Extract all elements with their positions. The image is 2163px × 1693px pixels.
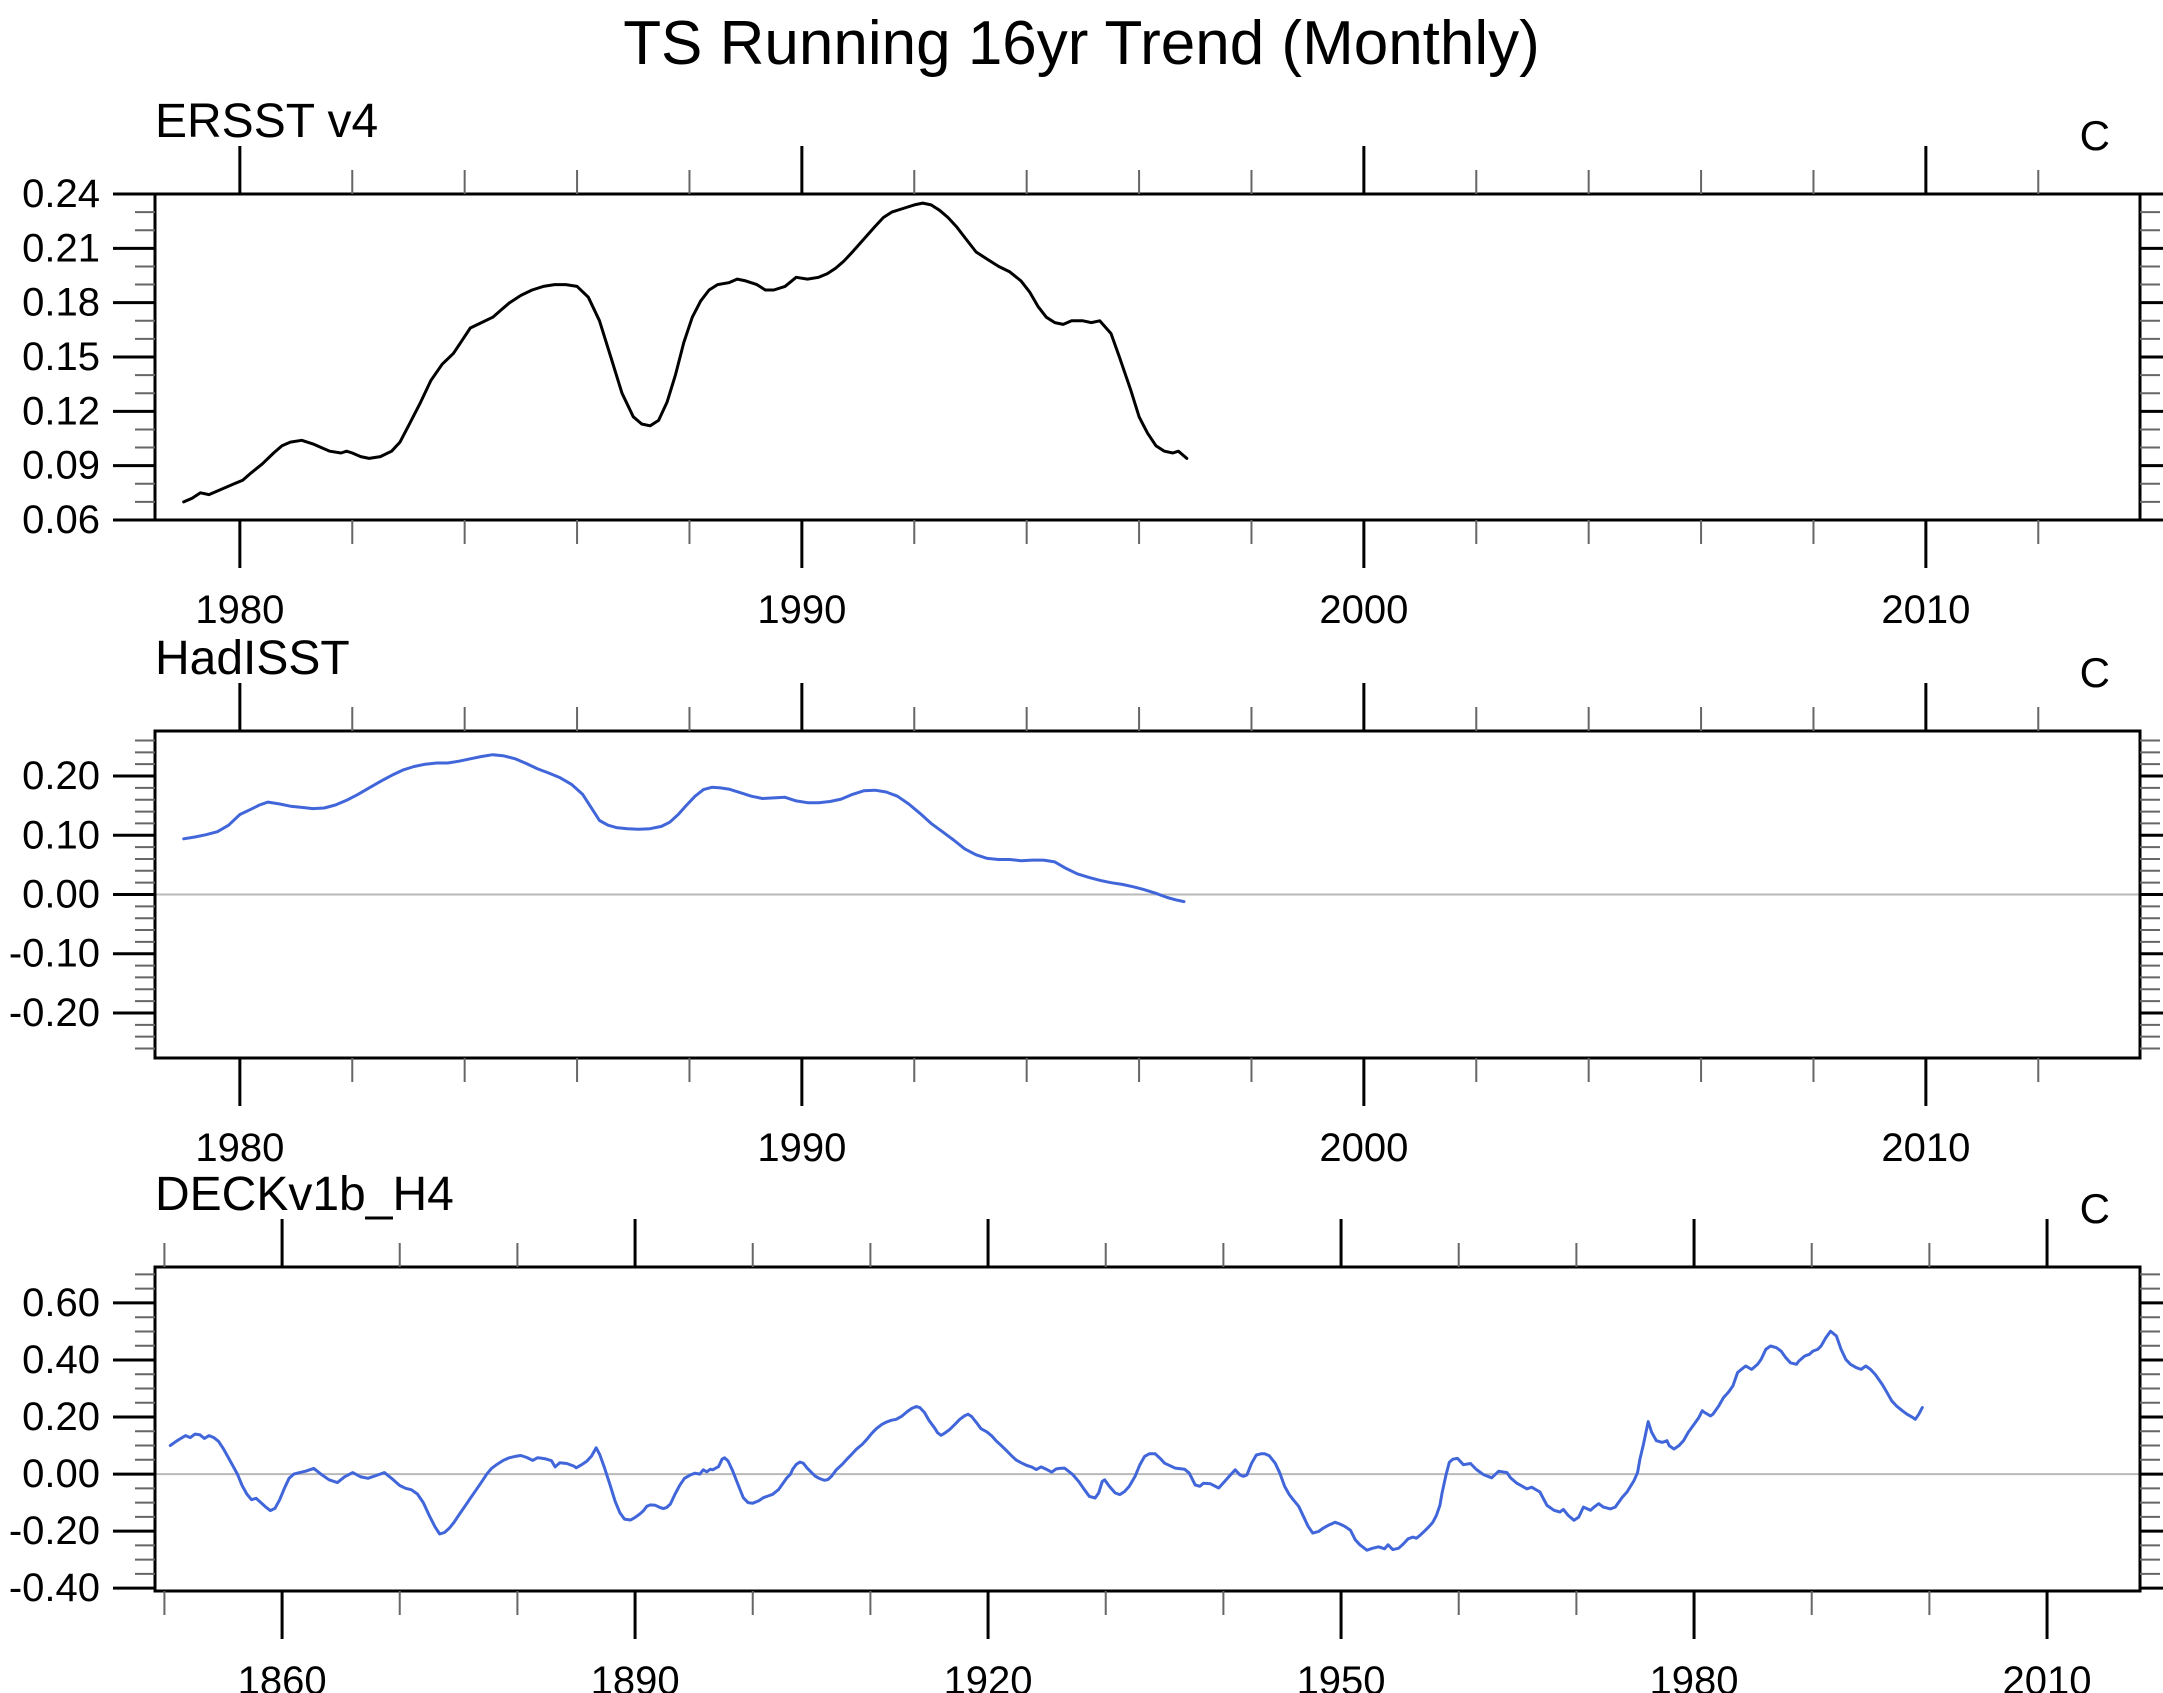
- unit-label: C: [2080, 1185, 2110, 1232]
- x-tick-label: 1860: [238, 1659, 327, 1693]
- x-tick-label: 1950: [1297, 1659, 1386, 1693]
- y-tick-label: 0.06: [22, 498, 100, 542]
- y-tick-label: 0.12: [22, 389, 100, 433]
- plot-frame: [153, 1265, 2142, 1593]
- panel-title: HadISST: [155, 632, 350, 685]
- y-tick-label: 0.60: [22, 1281, 100, 1325]
- y-tick-label: 0.24: [22, 172, 100, 216]
- x-tick-label: 1890: [591, 1659, 680, 1693]
- x-tick-label: 2000: [1319, 1126, 1408, 1170]
- y-tick-label: 0.20: [22, 1395, 100, 1439]
- x-tick-label: 2010: [1881, 588, 1970, 632]
- y-tick-label: 0.15: [22, 335, 100, 379]
- x-tick-label: 1920: [944, 1659, 1033, 1693]
- y-tick-label: -0.20: [9, 991, 100, 1035]
- y-tick-label: 0.40: [22, 1338, 100, 1382]
- x-tick-label: 2010: [1881, 1126, 1970, 1170]
- y-tick-label: 0.00: [22, 873, 100, 917]
- x-tick-label: 1980: [1650, 1659, 1739, 1693]
- y-tick-label: 0.09: [22, 444, 100, 488]
- y-tick-label: 0.18: [22, 281, 100, 325]
- y-tick-label: 0.21: [22, 226, 100, 270]
- x-tick-label: 2000: [1319, 588, 1408, 632]
- y-tick-label: 0.10: [22, 813, 100, 857]
- y-tick-label: 0.20: [22, 754, 100, 798]
- panel-title: ERSST v4: [155, 95, 378, 148]
- y-tick-label: -0.10: [9, 932, 100, 976]
- x-tick-label: 1990: [757, 588, 846, 632]
- y-tick-label: -0.20: [9, 1509, 100, 1553]
- unit-label: C: [2080, 112, 2110, 159]
- series-line: [182, 201, 1189, 504]
- panel-title: DECKv1b_H4: [155, 1168, 454, 1221]
- main-title: TS Running 16yr Trend (Monthly): [623, 9, 1540, 78]
- unit-label: C: [2080, 649, 2110, 696]
- x-tick-label: 1980: [195, 588, 284, 632]
- series-line: [182, 753, 1186, 904]
- x-tick-label: 1980: [195, 1126, 284, 1170]
- y-tick-label: -0.40: [9, 1566, 100, 1610]
- y-tick-label: 0.00: [22, 1452, 100, 1496]
- series-line: [168, 1329, 1924, 1552]
- x-tick-label: 2010: [2003, 1659, 2092, 1693]
- x-tick-label: 1990: [757, 1126, 846, 1170]
